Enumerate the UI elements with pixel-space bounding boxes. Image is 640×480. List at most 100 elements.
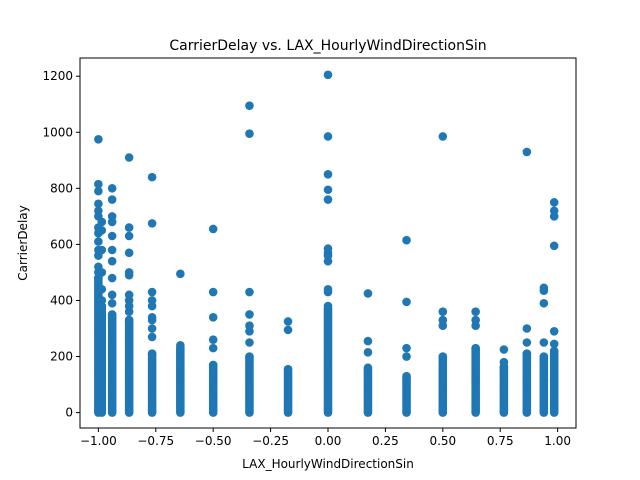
data-point bbox=[438, 352, 448, 361]
data-point bbox=[124, 248, 134, 258]
data-point bbox=[323, 170, 333, 179]
data-point bbox=[94, 237, 103, 246]
data-point bbox=[471, 343, 480, 353]
data-point bbox=[549, 198, 559, 207]
y-tick-label: 600 bbox=[50, 237, 73, 251]
data-point bbox=[176, 341, 185, 350]
data-point bbox=[97, 217, 107, 227]
data-point bbox=[107, 298, 117, 308]
data-point bbox=[107, 195, 117, 204]
data-point bbox=[107, 245, 117, 255]
y-tick-label: 0 bbox=[65, 406, 73, 420]
data-point bbox=[522, 147, 532, 157]
data-point bbox=[323, 70, 333, 80]
data-point bbox=[363, 348, 373, 357]
data-point bbox=[147, 219, 157, 228]
data-point bbox=[549, 339, 559, 349]
x-tick-label: 0.75 bbox=[487, 434, 514, 448]
data-point bbox=[549, 326, 559, 336]
data-point bbox=[549, 206, 559, 216]
data-point bbox=[147, 332, 157, 342]
data-point bbox=[97, 296, 107, 305]
data-point bbox=[402, 297, 411, 307]
data-point bbox=[107, 273, 117, 283]
x-tick-label: −1.00 bbox=[80, 434, 117, 448]
data-point bbox=[147, 172, 157, 182]
data-point bbox=[245, 287, 254, 297]
data-point bbox=[522, 324, 532, 333]
data-point bbox=[499, 357, 509, 367]
data-point bbox=[323, 284, 333, 294]
data-point bbox=[245, 101, 254, 110]
data-point bbox=[208, 343, 218, 353]
data-point bbox=[107, 184, 117, 193]
data-point bbox=[107, 212, 117, 221]
data-point bbox=[549, 241, 559, 251]
data-point bbox=[94, 199, 103, 209]
data-point bbox=[208, 335, 218, 345]
data-point bbox=[124, 231, 134, 241]
data-point bbox=[283, 317, 293, 326]
data-point bbox=[94, 186, 103, 196]
data-point bbox=[539, 283, 549, 293]
data-point bbox=[539, 338, 549, 347]
data-point bbox=[147, 296, 157, 305]
data-point bbox=[124, 290, 134, 300]
data-point bbox=[208, 360, 218, 370]
data-point bbox=[208, 312, 218, 322]
data-point bbox=[208, 287, 218, 297]
data-point bbox=[522, 349, 532, 359]
x-axis-label: LAX_HourlyWindDirectionSin bbox=[242, 457, 414, 471]
data-point bbox=[94, 134, 103, 144]
data-point bbox=[124, 153, 134, 162]
data-point bbox=[124, 223, 134, 232]
data-point bbox=[438, 315, 448, 325]
data-point bbox=[107, 310, 117, 319]
x-tick-label: −0.75 bbox=[137, 434, 174, 448]
data-point bbox=[245, 321, 254, 330]
data-point bbox=[438, 307, 448, 316]
x-axis-ticks: −1.00 −0.75 −0.50 −0.25 0.00 0.25 0.50 0.75 1.00 bbox=[80, 428, 571, 448]
data-point bbox=[147, 324, 157, 333]
data-point bbox=[363, 289, 373, 298]
data-point bbox=[402, 343, 411, 353]
data-point bbox=[97, 226, 107, 235]
data-point bbox=[323, 301, 333, 311]
y-axis-ticks: 0 200 400 600 800 1000 1200 bbox=[42, 69, 80, 420]
data-point bbox=[97, 268, 107, 277]
x-tick-label: 0.00 bbox=[315, 434, 342, 448]
data-point bbox=[94, 179, 103, 189]
data-point bbox=[208, 224, 218, 234]
x-tick-label: −0.25 bbox=[252, 434, 289, 448]
x-tick-label: 1.00 bbox=[544, 434, 571, 448]
y-tick-label: 800 bbox=[50, 181, 73, 195]
data-point bbox=[402, 235, 411, 245]
data-point bbox=[323, 185, 333, 195]
data-point bbox=[147, 287, 157, 297]
y-tick-label: 1200 bbox=[42, 69, 73, 83]
data-point bbox=[245, 352, 254, 361]
data-point bbox=[539, 352, 549, 361]
data-point bbox=[471, 307, 480, 316]
x-tick-label: 0.25 bbox=[372, 434, 399, 448]
data-point bbox=[94, 206, 103, 216]
data-point bbox=[402, 371, 411, 381]
data-point bbox=[283, 325, 293, 335]
data-point bbox=[97, 284, 107, 294]
data-point bbox=[323, 195, 333, 204]
data-point bbox=[438, 132, 448, 141]
data-point bbox=[539, 298, 549, 308]
data-point bbox=[402, 352, 411, 361]
data-point bbox=[323, 244, 333, 253]
data-point bbox=[107, 256, 117, 266]
data-point bbox=[147, 349, 157, 359]
data-point bbox=[124, 315, 134, 325]
data-point bbox=[549, 346, 559, 356]
y-tick-label: 400 bbox=[50, 293, 73, 307]
data-point bbox=[522, 338, 532, 347]
data-point bbox=[124, 268, 134, 277]
data-point bbox=[363, 363, 373, 373]
data-point bbox=[107, 231, 117, 241]
